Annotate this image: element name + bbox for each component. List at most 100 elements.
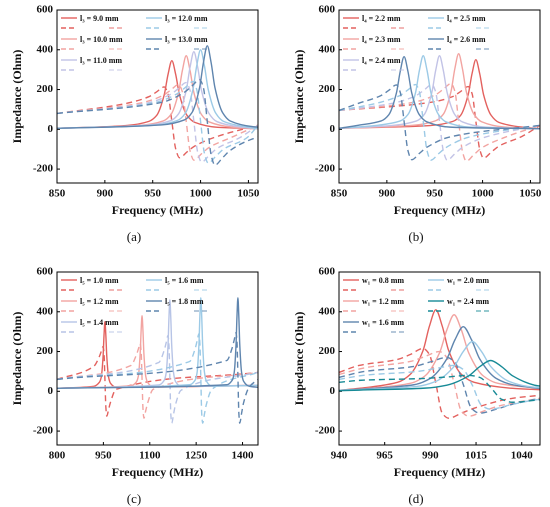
legend-label: w₁ = 0.8 mm: [362, 276, 404, 285]
y-axis-label: Impedance (Ohm): [292, 50, 306, 144]
dashed-line: [57, 342, 258, 419]
x-tick-label: 1040: [511, 450, 534, 462]
dashed-line: [339, 83, 540, 161]
dashed-line: [57, 332, 258, 424]
legend-label: l₅ = 1.2 mm: [80, 297, 119, 306]
x-tick-label: 900: [97, 188, 114, 200]
panel: -200 0 200 400 600 850 900 950 1000 1050 l₃ = 9.0 …: [10, 4, 260, 244]
solid-line: [57, 321, 258, 390]
legend-label: l₃ = 10.0 mm: [80, 35, 123, 44]
caption: (b): [408, 229, 423, 244]
solid-line: [57, 49, 258, 130]
legend-label: l₃ = 13.0 mm: [165, 35, 208, 44]
x-tick-label: 1250: [185, 450, 208, 462]
y-tick-label: -200: [315, 163, 336, 175]
y-tick-label: 600: [37, 4, 54, 16]
solid-line: [339, 314, 540, 392]
y-tick-label: 400: [37, 305, 54, 317]
legend-label: l₃ = 12.0 mm: [165, 14, 208, 23]
x-tick-label: 965: [376, 450, 393, 462]
legend-label: l₃ = 9.0 mm: [80, 14, 119, 23]
y-axis-label: Impedance (Ohm): [10, 312, 24, 406]
legend-label: l₄ = 2.4 mm: [362, 56, 401, 65]
dashed-line: [57, 78, 258, 166]
solid-line: [57, 315, 258, 390]
solid-line: [339, 340, 540, 392]
dashed-line: [57, 81, 258, 163]
legend-label: w₁ = 2.0 mm: [447, 276, 489, 285]
y-axis-label: Impedance (Ohm): [292, 312, 306, 406]
legend-label: l₄ = 2.5 mm: [447, 14, 486, 23]
x-tick-label: 1050: [237, 188, 260, 200]
plot-frame: [338, 9, 541, 184]
dashed-line: [339, 347, 540, 419]
x-axis-label: Frequency (MHz): [112, 203, 203, 217]
panel: -200 0 200 400 600 800 950 1100 1250 1400 l₅ = 1.0…: [10, 266, 259, 506]
solid-line: [57, 297, 258, 390]
x-tick-label: 990: [422, 450, 439, 462]
y-tick-label: 600: [37, 266, 54, 278]
dashed-line: [57, 80, 258, 164]
legend-label: l₄ = 2.2 mm: [362, 14, 401, 23]
y-tick-label: 200: [319, 83, 336, 95]
legend-label: l₄ = 2.6 mm: [447, 35, 486, 44]
caption: (a): [127, 229, 141, 244]
y-tick-label: -200: [33, 163, 54, 175]
x-tick-label: 1015: [465, 450, 488, 462]
y-tick-label: -200: [33, 425, 54, 437]
x-tick-label: 1400: [232, 450, 255, 462]
dashed-line: [339, 350, 540, 417]
y-axis-label: Impedance (Ohm): [10, 50, 24, 144]
solid-line: [339, 359, 540, 392]
x-tick-label: 850: [49, 188, 66, 200]
legend-label: l₅ = 1.8 mm: [165, 297, 204, 306]
plot-frame: [56, 271, 259, 446]
x-tick-label: 800: [49, 450, 66, 462]
x-tick-label: 950: [144, 188, 161, 200]
dashed-line: [339, 82, 540, 162]
solid-line: [339, 309, 540, 392]
solid-line: [57, 297, 258, 390]
dashed-line: [339, 374, 540, 403]
legend-label: l₄ = 2.3 mm: [362, 35, 401, 44]
panel: -200 0 200 400 600 850 900 950 1000 1050 l₄ = 2.2 …: [292, 4, 542, 244]
x-tick-label: 1000: [472, 188, 495, 200]
dashed-line: [339, 83, 540, 161]
solid-line: [339, 56, 540, 130]
legend-label: l₅ = 1.4 mm: [80, 318, 119, 327]
y-tick-label: -200: [315, 425, 336, 437]
dashed-line: [339, 85, 540, 159]
dashed-line: [57, 331, 258, 424]
solid-line: [339, 55, 540, 130]
y-tick-label: 200: [319, 345, 336, 357]
y-tick-label: 400: [319, 43, 336, 55]
solid-line: [57, 60, 258, 130]
dashed-line: [57, 83, 258, 161]
y-tick-label: 0: [48, 123, 54, 135]
plot-area: [57, 45, 258, 166]
x-tick-label: 1000: [190, 188, 213, 200]
x-axis-label: Frequency (MHz): [394, 465, 485, 479]
solid-line: [339, 59, 540, 130]
plot-frame: [338, 271, 541, 446]
solid-line: [339, 53, 540, 130]
solid-line: [57, 45, 258, 130]
plot-area: [57, 297, 258, 424]
dashed-line: [57, 345, 258, 417]
x-tick-label: 900: [379, 188, 396, 200]
legend-label: w₁ = 1.2 mm: [362, 297, 404, 306]
caption: (c): [127, 491, 141, 506]
x-tick-label: 1050: [519, 188, 542, 200]
solid-line: [57, 299, 258, 390]
solid-line: [339, 55, 540, 130]
x-tick-label: 1100: [139, 450, 161, 462]
legend-label: w₁ = 2.4 mm: [447, 297, 489, 306]
legend-label: l₃ = 11.0 mm: [80, 56, 122, 65]
solid-line: [339, 325, 540, 392]
legend-label: l₅ = 1.6 mm: [165, 276, 204, 285]
y-tick-label: 600: [319, 4, 336, 16]
legend-label: l₅ = 1.0 mm: [80, 276, 119, 285]
x-tick-label: 940: [331, 450, 348, 462]
y-tick-label: 0: [330, 123, 336, 135]
